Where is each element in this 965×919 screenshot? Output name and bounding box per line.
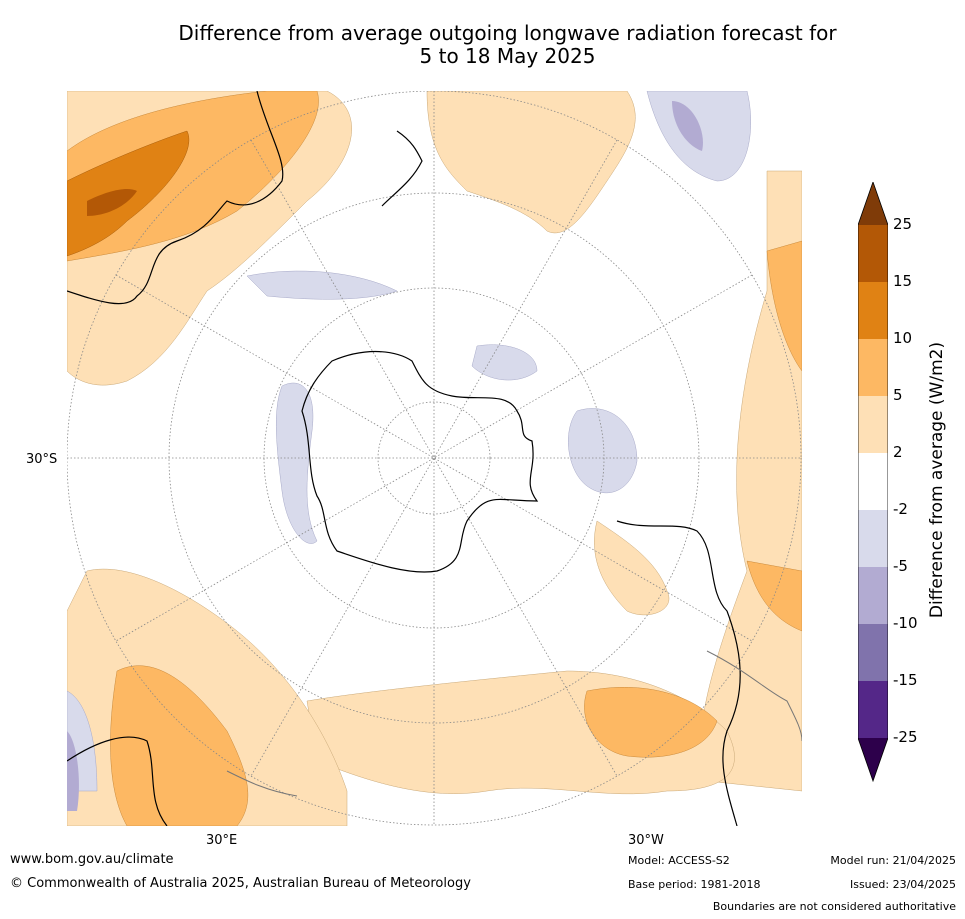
anomaly-region-antarctic-west: [276, 382, 318, 544]
south-america-coastline: [616, 520, 741, 826]
colorbar: [858, 182, 888, 782]
colorbar-bin-neg-2-5: [858, 510, 888, 567]
australia-coastline: [67, 91, 284, 305]
longitude-label-east: 30°E: [206, 833, 238, 848]
colorbar-bin-2-5: [858, 396, 888, 453]
colorbar-bin-under: [858, 738, 888, 781]
colorbar-tick: -5: [893, 557, 908, 575]
anomaly-region-south-america: [594, 520, 670, 616]
colorbar-tick: -15: [893, 671, 918, 689]
anomaly-region-indian-ocean-peak: [87, 189, 137, 216]
coastlines: [67, 91, 741, 826]
model-name: Model: ACCESS-S2: [628, 854, 730, 867]
colorbar-bin-neg-5-10: [858, 567, 888, 624]
anomaly-region-southwest-core: [67, 731, 79, 811]
anomaly-5-10-layer: [67, 91, 802, 826]
title-line-2: 5 to 18 May 2025: [419, 44, 596, 68]
colorbar-label: Difference from average (W/m2): [927, 341, 947, 619]
colorbar-tick: 15: [893, 272, 913, 290]
colorbar-tick: 25: [893, 215, 913, 233]
colorbar-tick: 10: [893, 329, 913, 347]
anomaly-region-pacific-south: [471, 344, 538, 381]
colorbar-tick: -2: [893, 500, 908, 518]
africa-coastline: [67, 736, 168, 826]
anomaly-region-southern-africa: [110, 665, 249, 826]
anomaly-15-25-layer: [87, 189, 137, 216]
colorbar-tick: -25: [893, 728, 918, 746]
graticule-circle-80s: [377, 401, 491, 515]
map-title: Difference from average outgoing longwav…: [0, 22, 965, 68]
title-line-1: Difference from average outgoing longwav…: [178, 21, 837, 45]
africa-border: [226, 770, 298, 797]
graticule: [67, 91, 802, 826]
colorbar-bin-15-25: [858, 225, 888, 282]
colorbar-bin-10-15: [858, 282, 888, 339]
graticule-circle-45s: [168, 192, 700, 724]
boundary-disclaimer: Boundaries are not considered authoritat…: [712, 900, 956, 913]
anomaly-region-south-atlantic-core: [584, 687, 718, 758]
copyright-text: © Commonwealth of Australia 2025, Austra…: [10, 876, 471, 891]
anomaly-region-indian-band: [246, 270, 398, 300]
anomaly-neg-5-10-layer: [67, 101, 703, 811]
colorbar-bin-neg-15-25: [858, 681, 888, 738]
new-zealand-coastline: [381, 130, 423, 207]
issued-date: Issued: 23/04/2025: [849, 878, 956, 891]
anomaly-region-argentina: [746, 560, 802, 632]
south-america-border: [706, 650, 802, 742]
anomaly-region-weddell: [568, 408, 638, 494]
model-run-date: Model run: 21/04/2025: [830, 854, 956, 867]
colorbar-bin-over: [858, 182, 888, 225]
latitude-label: 30°S: [26, 452, 58, 467]
graticule-circle-30s: [67, 91, 802, 826]
country-boundaries: [226, 650, 802, 797]
anomaly-region-northeast-core: [672, 101, 703, 151]
polar-map: [67, 91, 802, 826]
anomaly-region-east-coast: [766, 240, 802, 372]
longitude-label-west: 30°W: [628, 833, 664, 848]
colorbar-bin-neutral: [858, 453, 888, 510]
polar-map-svg: [67, 91, 802, 826]
base-period: Base period: 1981-2018: [628, 878, 761, 891]
bom-website-link[interactable]: www.bom.gov.au/climate: [10, 852, 174, 867]
colorbar-tick: 5: [893, 386, 903, 404]
colorbar-outline: [858, 182, 888, 782]
anomaly-region-pacific-north: [426, 91, 636, 234]
colorbar-tick: -10: [893, 614, 918, 632]
colorbar-tick: 2: [893, 443, 903, 461]
antarctica-coastline: [301, 351, 539, 573]
colorbar-bin-5-10: [858, 339, 888, 396]
colorbar-bin-neg-10-15: [858, 624, 888, 681]
